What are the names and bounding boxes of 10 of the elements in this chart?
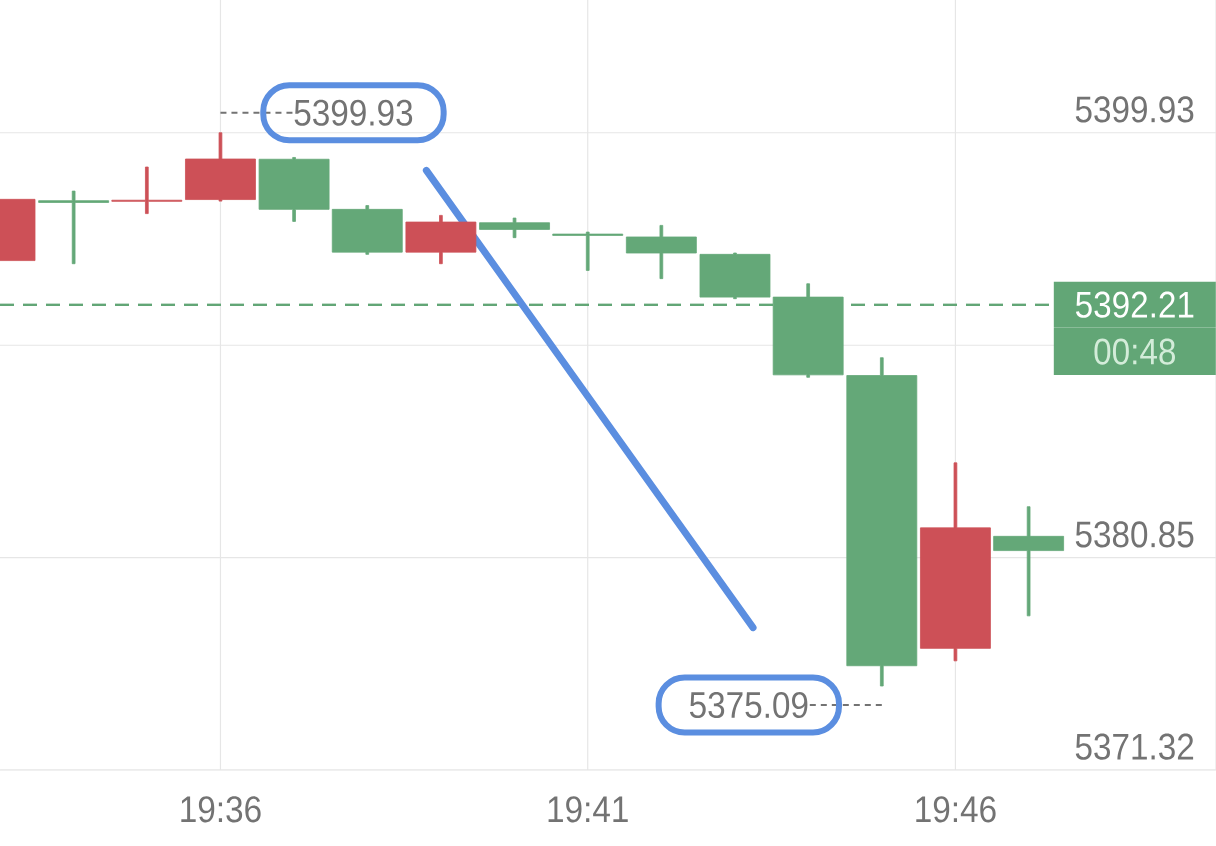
annotation: 00:48 xyxy=(1094,338,1175,365)
x-tick-label: 19:36 xyxy=(181,796,261,823)
y-tick-label: 5399.93 xyxy=(1075,96,1194,123)
ref-line-label: 5392.21 xyxy=(1075,291,1194,318)
x-tick-label: 19:46 xyxy=(916,796,996,823)
annotation: 5375.09 xyxy=(689,691,808,719)
y-tick-label: 5371.32 xyxy=(1075,733,1194,760)
annotation: 5399.93 xyxy=(294,99,413,126)
x-tick-label: 19:41 xyxy=(548,796,628,823)
y-tick-label: 5380.85 xyxy=(1075,521,1194,548)
